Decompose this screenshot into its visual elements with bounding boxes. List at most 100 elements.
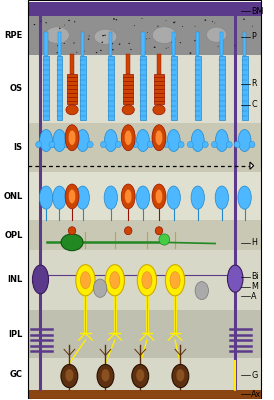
Ellipse shape xyxy=(166,48,167,49)
Bar xyxy=(28,390,261,399)
Ellipse shape xyxy=(121,184,135,209)
Bar xyxy=(157,54,161,74)
Bar xyxy=(28,358,261,390)
Bar xyxy=(28,16,261,55)
Ellipse shape xyxy=(238,186,251,209)
Ellipse shape xyxy=(105,265,124,296)
Ellipse shape xyxy=(136,130,149,152)
Ellipse shape xyxy=(59,28,61,29)
Ellipse shape xyxy=(66,105,78,115)
Text: ONL: ONL xyxy=(3,192,22,201)
Ellipse shape xyxy=(84,51,85,52)
Ellipse shape xyxy=(73,42,75,44)
Ellipse shape xyxy=(234,45,235,46)
Text: RPE: RPE xyxy=(4,31,22,40)
Ellipse shape xyxy=(87,141,93,148)
Bar xyxy=(172,32,175,56)
Ellipse shape xyxy=(167,186,180,209)
Ellipse shape xyxy=(104,186,118,209)
Ellipse shape xyxy=(159,234,170,245)
Ellipse shape xyxy=(65,125,79,151)
Ellipse shape xyxy=(170,272,180,289)
Ellipse shape xyxy=(119,44,120,45)
Ellipse shape xyxy=(64,25,65,26)
Ellipse shape xyxy=(152,184,166,209)
Ellipse shape xyxy=(172,364,189,388)
Ellipse shape xyxy=(212,21,213,22)
Ellipse shape xyxy=(124,130,132,145)
Bar xyxy=(44,32,48,56)
Ellipse shape xyxy=(163,141,169,148)
Ellipse shape xyxy=(121,125,135,151)
Ellipse shape xyxy=(68,130,76,145)
Ellipse shape xyxy=(212,141,217,148)
Text: G: G xyxy=(251,371,258,380)
Bar xyxy=(242,56,247,120)
Ellipse shape xyxy=(124,227,132,235)
Ellipse shape xyxy=(180,42,181,43)
Ellipse shape xyxy=(206,27,227,42)
Ellipse shape xyxy=(112,49,114,50)
Ellipse shape xyxy=(227,265,243,292)
Ellipse shape xyxy=(137,265,156,296)
Ellipse shape xyxy=(34,24,35,25)
Bar xyxy=(195,56,201,120)
Ellipse shape xyxy=(74,21,75,22)
Text: OS: OS xyxy=(10,84,22,93)
Ellipse shape xyxy=(102,35,104,36)
Ellipse shape xyxy=(36,141,42,148)
Ellipse shape xyxy=(191,186,204,209)
Ellipse shape xyxy=(243,18,245,20)
Ellipse shape xyxy=(155,189,162,204)
Ellipse shape xyxy=(101,369,110,382)
Ellipse shape xyxy=(141,18,142,19)
Polygon shape xyxy=(250,162,254,169)
Ellipse shape xyxy=(101,42,103,43)
Ellipse shape xyxy=(115,141,121,148)
Ellipse shape xyxy=(226,141,232,148)
Ellipse shape xyxy=(104,35,106,36)
Ellipse shape xyxy=(173,22,175,23)
Bar xyxy=(154,74,164,104)
Ellipse shape xyxy=(113,18,115,20)
Ellipse shape xyxy=(112,43,113,44)
Ellipse shape xyxy=(68,189,76,204)
Bar xyxy=(28,2,261,15)
Ellipse shape xyxy=(182,26,183,27)
Text: C: C xyxy=(251,100,257,109)
Ellipse shape xyxy=(45,22,47,23)
Ellipse shape xyxy=(104,130,117,152)
Ellipse shape xyxy=(215,186,229,209)
Ellipse shape xyxy=(202,141,208,148)
Ellipse shape xyxy=(39,186,53,209)
Ellipse shape xyxy=(178,141,184,148)
Bar xyxy=(123,74,133,104)
Ellipse shape xyxy=(176,369,185,382)
Bar xyxy=(28,310,261,358)
Bar xyxy=(140,56,146,120)
Ellipse shape xyxy=(155,130,163,145)
Ellipse shape xyxy=(134,25,135,26)
Text: A: A xyxy=(251,292,257,301)
Bar xyxy=(28,172,261,220)
Ellipse shape xyxy=(76,186,89,209)
Ellipse shape xyxy=(57,45,58,46)
Ellipse shape xyxy=(65,369,74,382)
Ellipse shape xyxy=(155,227,163,235)
Bar xyxy=(28,2,261,16)
Bar xyxy=(67,74,77,104)
Ellipse shape xyxy=(72,141,78,148)
Ellipse shape xyxy=(194,40,196,41)
Ellipse shape xyxy=(146,38,147,39)
Ellipse shape xyxy=(129,43,130,44)
Bar xyxy=(109,32,112,56)
Ellipse shape xyxy=(94,29,117,44)
Ellipse shape xyxy=(51,141,56,148)
Ellipse shape xyxy=(100,141,106,148)
Ellipse shape xyxy=(59,41,61,42)
Text: OPL: OPL xyxy=(4,231,22,240)
Ellipse shape xyxy=(64,43,65,44)
Ellipse shape xyxy=(53,130,66,152)
Bar xyxy=(28,55,261,122)
Ellipse shape xyxy=(49,141,55,148)
